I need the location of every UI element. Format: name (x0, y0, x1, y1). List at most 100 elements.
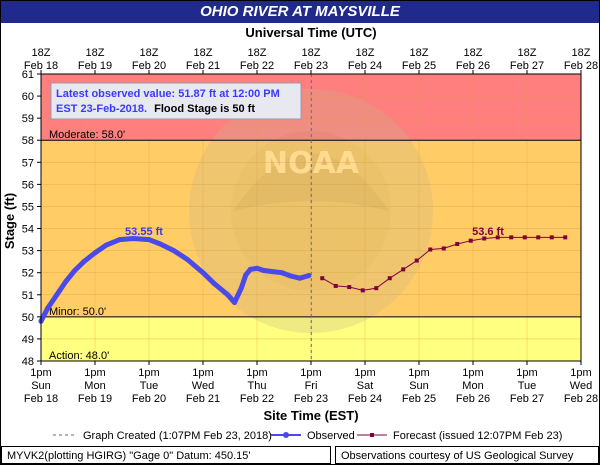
forecast-point (347, 285, 352, 290)
forecast-point (468, 238, 473, 243)
forecast-point (320, 276, 325, 281)
top-tick-label: Feb 22 (240, 60, 274, 72)
observed-point (270, 269, 276, 275)
forecast-point (441, 246, 446, 251)
x-tick-label: 1pm (246, 367, 267, 379)
x-axis-label: Site Time (EST) (263, 408, 358, 423)
y-tick-label: 61 (22, 69, 34, 81)
top-tick-label: 18Z (302, 47, 321, 59)
forecast-point (414, 258, 419, 263)
chart-title: OHIO RIVER AT MAYSVILLE (1, 1, 599, 23)
forecast-point (522, 235, 527, 240)
x-tick-label: Sun (31, 380, 51, 392)
top-tick-label: Feb 20 (132, 60, 166, 72)
x-tick-label: 1pm (138, 367, 159, 379)
datum-footer: MYVK2(plotting HGIRG) "Gage 0" Datum: 45… (1, 446, 331, 464)
top-tick-label: Feb 26 (456, 60, 490, 72)
top-axis-label: Universal Time (UTC) (245, 25, 376, 40)
observed-point (157, 241, 163, 247)
observed-point (184, 256, 190, 262)
legend: Graph Created (1:07PM Feb 23, 2018) Obse… (53, 430, 562, 442)
top-tick-label: 18Z (140, 47, 159, 59)
y-tick-label: 55 (22, 201, 34, 213)
x-tick-label: 1pm (30, 367, 51, 379)
noaa-logo-text: NOAA (263, 146, 360, 181)
info-flood-stage: Flood Stage is 50 ft (154, 103, 255, 115)
observed-series (38, 235, 312, 324)
forecast-point (428, 247, 433, 252)
top-tick-label: Feb 24 (348, 60, 382, 72)
forecast-point (495, 235, 500, 240)
forecast-series (320, 235, 568, 293)
forecast-point (455, 241, 460, 246)
y-tick-label: 54 (22, 224, 34, 236)
x-tick-label: Feb 23 (294, 393, 328, 405)
y-tick-label: 49 (22, 334, 34, 346)
y-tick-label: 60 (22, 91, 34, 103)
observed-point (306, 273, 312, 279)
forecast-point (333, 283, 338, 288)
observed-point (247, 266, 253, 272)
y-tick-label: 48 (22, 356, 34, 368)
y-axis-ticks: 48 49 50 51 52 53 54 55 56 57 58 59 60 61 (22, 69, 41, 368)
x-tick-label: Sat (357, 380, 374, 392)
forecast-point (401, 267, 406, 272)
info-date: EST 23-Feb-2018. (56, 103, 147, 115)
observed-point (211, 281, 217, 287)
x-tick-label: Feb 21 (186, 393, 220, 405)
x-tick-label: 1pm (354, 367, 375, 379)
observed-point (81, 259, 87, 265)
observed-point (243, 272, 249, 278)
observed-point (288, 273, 294, 279)
flood-label-action: Action: 48.0' (49, 350, 109, 362)
top-tick-label: 18Z (572, 47, 591, 59)
top-tick-label: 18Z (464, 47, 483, 59)
top-tick-label: 18Z (32, 47, 51, 59)
top-tick-label: Feb 21 (186, 60, 220, 72)
credit-footer: Observations courtesy of US Geological S… (335, 446, 599, 464)
observed-point (261, 267, 267, 273)
x-tick-label: Feb 20 (132, 393, 166, 405)
y-tick-label: 51 (22, 290, 34, 302)
observed-point (103, 242, 109, 248)
x-tick-label: Wed (570, 380, 592, 392)
top-tick-label: 18Z (410, 47, 429, 59)
observed-point (63, 279, 69, 285)
x-tick-label: Feb 24 (348, 393, 382, 405)
top-tick-label: 18Z (86, 47, 105, 59)
observed-point (171, 248, 177, 254)
forecast-point (536, 235, 541, 240)
x-tick-label: 1pm (570, 367, 591, 379)
x-tick-label: 1pm (408, 367, 429, 379)
top-tick-label: Feb 18 (24, 60, 58, 72)
legend-forecast-marker (370, 433, 374, 437)
x-tick-label: Wed (192, 380, 214, 392)
observed-point (146, 237, 152, 243)
top-tick-label: Feb 27 (510, 60, 544, 72)
forecast-peak-label: 53.6 ft (472, 226, 504, 238)
x-tick-label: Tue (140, 380, 159, 392)
top-tick-label: Feb 23 (294, 60, 328, 72)
x-tick-label: 1pm (192, 367, 213, 379)
legend-observed-label: Observed (307, 430, 355, 442)
y-tick-label: 58 (22, 135, 34, 147)
forecast-point (374, 286, 379, 291)
top-tick-label: Feb 28 (564, 60, 598, 72)
y-tick-label: 52 (22, 268, 34, 280)
observed-point (92, 250, 98, 256)
observed-point (200, 270, 206, 276)
x-tick-label: Feb 18 (24, 393, 58, 405)
top-tick-label: Feb 19 (78, 60, 112, 72)
observed-peak-label: 53.55 ft (125, 226, 163, 238)
x-tick-label: 1pm (300, 367, 321, 379)
x-tick-label: 1pm (84, 367, 105, 379)
forecast-point (360, 288, 365, 293)
observed-line (38, 236, 312, 324)
x-tick-label: Mon (84, 380, 105, 392)
observed-point (297, 275, 303, 281)
x-tick-label: Tue (518, 380, 537, 392)
